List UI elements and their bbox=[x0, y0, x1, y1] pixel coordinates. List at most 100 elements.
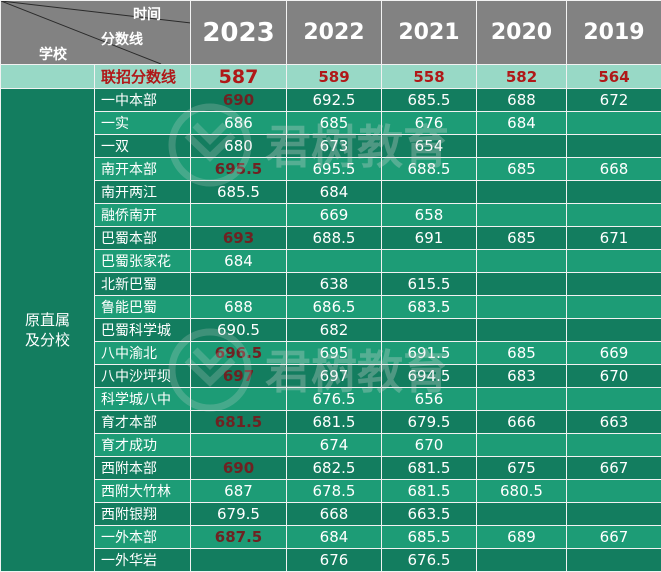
score-cell-2019 bbox=[567, 503, 661, 526]
school-name: 西附银翔 bbox=[95, 503, 191, 526]
score-cell-2023: 680 bbox=[191, 135, 287, 158]
score-cell-2019 bbox=[567, 250, 661, 273]
score-cell-2020: 689 bbox=[477, 526, 567, 549]
score-cell-2023: 688 bbox=[191, 296, 287, 319]
score-cell-2021 bbox=[382, 181, 477, 204]
score-cell-2023: 695.5 bbox=[191, 158, 287, 181]
score-cell-2020: 685 bbox=[477, 158, 567, 181]
score-cell-2020 bbox=[477, 503, 567, 526]
score-cell-2019 bbox=[567, 135, 661, 158]
school-name: 一实 bbox=[95, 112, 191, 135]
score-cell-2023: 690 bbox=[191, 89, 287, 112]
score-cell-2023: 687.5 bbox=[191, 526, 287, 549]
school-name: 巴蜀科学城 bbox=[95, 319, 191, 342]
score-cell-2019 bbox=[567, 181, 661, 204]
lianzhao-label: 联招分数线 bbox=[95, 65, 191, 89]
score-cell-2021 bbox=[382, 319, 477, 342]
score-cell-2022: 686.5 bbox=[287, 296, 382, 319]
score-cell-2023 bbox=[191, 204, 287, 227]
corner-time-label: 时间 bbox=[133, 4, 161, 24]
score-cell-2022: 682.5 bbox=[287, 457, 382, 480]
corner-diagonal-lines bbox=[1, 1, 191, 64]
score-cell-2021: 694.5 bbox=[382, 365, 477, 388]
corner-school-label: 学校 bbox=[39, 44, 67, 64]
score-cell-2020: 685 bbox=[477, 227, 567, 250]
score-cell-2020 bbox=[477, 296, 567, 319]
score-cell-2021: 685.5 bbox=[382, 526, 477, 549]
score-cell-2022: 678.5 bbox=[287, 480, 382, 503]
score-cell-2020: 685 bbox=[477, 342, 567, 365]
group-label-cell: 原直属 及分校 bbox=[1, 89, 95, 572]
lianzhao-value-2023: 587 bbox=[191, 65, 287, 89]
score-cell-2022: 688.5 bbox=[287, 227, 382, 250]
score-table-image: 时间 分数线 学校 2023 2022 2021 2020 2019 联招分数线… bbox=[0, 0, 661, 554]
score-cell-2019 bbox=[567, 204, 661, 227]
score-cell-2023: 685.5 bbox=[191, 181, 287, 204]
score-cell-2019 bbox=[567, 296, 661, 319]
score-cell-2020 bbox=[477, 388, 567, 411]
year-header-2022: 2022 bbox=[287, 1, 382, 65]
school-name: 八中渝北 bbox=[95, 342, 191, 365]
school-name: 一外华岩 bbox=[95, 549, 191, 572]
score-cell-2022: 668 bbox=[287, 503, 382, 526]
score-cell-2023: 686 bbox=[191, 112, 287, 135]
score-cell-2019 bbox=[567, 388, 661, 411]
score-cell-2022: 669 bbox=[287, 204, 382, 227]
score-cell-2022: 692.5 bbox=[287, 89, 382, 112]
score-cell-2019: 671 bbox=[567, 227, 661, 250]
school-name: 一中本部 bbox=[95, 89, 191, 112]
score-cell-2021: 691 bbox=[382, 227, 477, 250]
score-cell-2023: 681.5 bbox=[191, 411, 287, 434]
score-cell-2020 bbox=[477, 549, 567, 572]
score-cell-2021: 656 bbox=[382, 388, 477, 411]
score-cell-2020 bbox=[477, 273, 567, 296]
score-cell-2021: 676.5 bbox=[382, 549, 477, 572]
score-cell-2019 bbox=[567, 319, 661, 342]
score-cell-2019: 663 bbox=[567, 411, 661, 434]
score-cell-2020: 680.5 bbox=[477, 480, 567, 503]
score-cell-2019 bbox=[567, 549, 661, 572]
score-cell-2023: 690 bbox=[191, 457, 287, 480]
lianzhao-value-2020: 582 bbox=[477, 65, 567, 89]
year-header-2021: 2021 bbox=[382, 1, 477, 65]
score-cell-2020 bbox=[477, 204, 567, 227]
score-cell-2019: 667 bbox=[567, 526, 661, 549]
score-cell-2019: 670 bbox=[567, 365, 661, 388]
school-name: 南开两江 bbox=[95, 181, 191, 204]
score-cell-2023: 690.5 bbox=[191, 319, 287, 342]
score-cell-2020 bbox=[477, 181, 567, 204]
score-cell-2022: 697 bbox=[287, 365, 382, 388]
score-cell-2020: 683 bbox=[477, 365, 567, 388]
score-cell-2021: 688.5 bbox=[382, 158, 477, 181]
score-cell-2022: 684 bbox=[287, 181, 382, 204]
lianzhao-blank-cell bbox=[1, 65, 95, 89]
score-cell-2022: 676 bbox=[287, 549, 382, 572]
score-cell-2021: 691.5 bbox=[382, 342, 477, 365]
score-cell-2020 bbox=[477, 135, 567, 158]
score-cell-2020: 666 bbox=[477, 411, 567, 434]
score-cell-2023: 679.5 bbox=[191, 503, 287, 526]
lianzhao-row: 联招分数线 587 589 558 582 564 bbox=[1, 65, 661, 89]
score-cell-2021: 685.5 bbox=[382, 89, 477, 112]
score-cell-2023: 687 bbox=[191, 480, 287, 503]
score-cell-2021: 654 bbox=[382, 135, 477, 158]
school-name: 南开本部 bbox=[95, 158, 191, 181]
score-cell-2023: 697 bbox=[191, 365, 287, 388]
school-name: 融侨南开 bbox=[95, 204, 191, 227]
score-cell-2019 bbox=[567, 434, 661, 457]
score-cell-2021: 683.5 bbox=[382, 296, 477, 319]
